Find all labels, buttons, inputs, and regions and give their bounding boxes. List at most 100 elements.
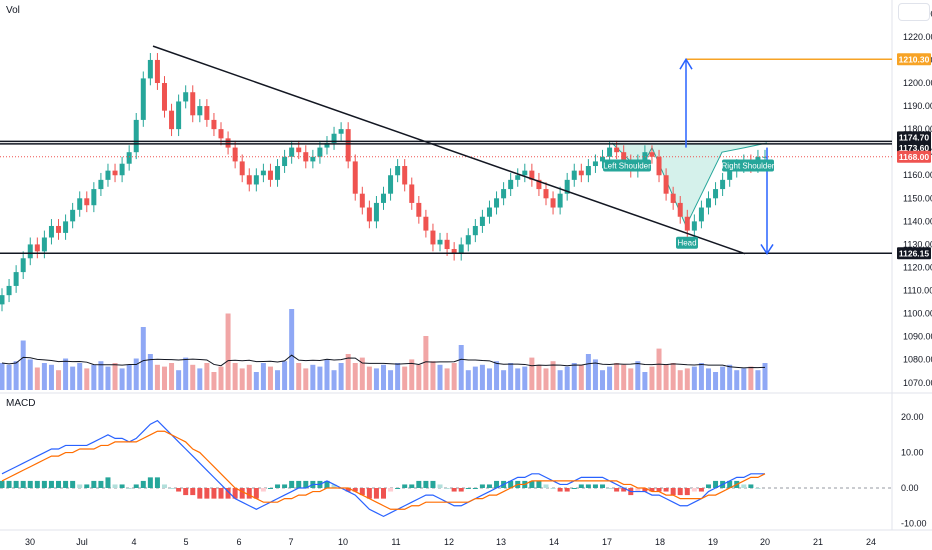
- volume-bar: [677, 370, 683, 390]
- candle-body: [91, 189, 97, 206]
- macd-histogram-bar: [578, 484, 584, 488]
- volume-bar: [508, 363, 514, 390]
- macd-histogram-bar: [267, 488, 273, 489]
- candle-body: [48, 225, 54, 238]
- candle-body: [20, 258, 26, 273]
- candle-body: [105, 170, 111, 180]
- volume-bar: [430, 361, 436, 390]
- volume-bar: [600, 370, 606, 390]
- price-tick-label: 1200.00: [903, 78, 932, 88]
- target-up-arrowhead: [679, 57, 693, 70]
- candle-body: [698, 207, 704, 222]
- price-tag-label: 1173.60: [899, 143, 930, 153]
- candle-body: [607, 147, 613, 157]
- candle-body: [691, 221, 697, 231]
- time-tick-label: 7: [288, 537, 293, 547]
- volume-bar: [183, 357, 189, 390]
- volume-bar: [642, 372, 648, 390]
- macd-histogram-bar: [70, 480, 76, 488]
- price-tick-label: 1090.00: [903, 332, 932, 342]
- macd-histogram-bar: [458, 488, 464, 492]
- volume-bar: [515, 368, 521, 390]
- candle-body: [126, 152, 132, 164]
- volume-bar: [77, 363, 83, 390]
- macd-histogram-bar: [395, 488, 401, 489]
- candle-body: [550, 198, 556, 208]
- candle-body: [366, 207, 372, 222]
- volume-bar: [423, 336, 429, 390]
- macd-histogram-bar: [119, 484, 125, 488]
- macd-histogram-bar: [444, 488, 450, 489]
- volume-bar: [607, 366, 613, 390]
- volume-bar: [275, 370, 281, 390]
- macd-histogram-bar: [550, 488, 556, 489]
- volume-bar: [169, 363, 175, 390]
- drawing-layer[interactable]: Left Shoulder Head Right Shoulder: [0, 45, 892, 256]
- macd-histogram-bar: [98, 480, 104, 488]
- macd-histogram-bar: [705, 484, 711, 488]
- volume-bar: [373, 368, 379, 390]
- macd-histogram-bar: [345, 488, 351, 492]
- macd-histogram-bar: [508, 480, 514, 488]
- pattern-annotation-label: Head: [677, 239, 696, 248]
- volume-bar: [698, 363, 704, 390]
- candle-body: [600, 156, 606, 162]
- axis-layer: 30 Jul 4 5 6 7 10 11 12 13 14 17 18 19 20 21 24 1070.00 10…: [25, 9, 932, 547]
- candle-body: [437, 239, 443, 245]
- macd-histogram-bar: [409, 484, 415, 488]
- volume-bar: [402, 366, 408, 390]
- candle-body: [324, 142, 330, 148]
- volume-bar: [70, 366, 76, 390]
- candle-body: [458, 244, 464, 254]
- volume-bar: [154, 364, 160, 390]
- candle-body: [218, 129, 224, 139]
- macd-histogram-bar: [529, 480, 535, 488]
- candle-body: [204, 106, 210, 120]
- pattern-annotation-box: [722, 159, 774, 172]
- volume-bar: [501, 370, 507, 390]
- candle-body: [317, 147, 323, 157]
- macd-histogram-bar: [600, 484, 606, 488]
- macd-histogram-bar: [13, 480, 19, 488]
- candle-body: [133, 119, 139, 153]
- settings-box[interactable]: [898, 3, 930, 21]
- volume-bar: [63, 358, 69, 390]
- volume-bar: [232, 363, 238, 390]
- macd-histogram-bar: [585, 484, 591, 488]
- volume-pane-label: Vol: [6, 5, 20, 16]
- candle-body: [303, 152, 309, 162]
- price-tick-label: 1120.00: [903, 262, 932, 272]
- macd-histogram-bar: [112, 484, 118, 488]
- candle-body: [211, 119, 217, 130]
- candle-body: [359, 193, 365, 208]
- candle-body: [169, 110, 175, 130]
- volume-bar: [296, 363, 302, 390]
- time-tick-label: 12: [444, 537, 454, 547]
- volume-bar: [303, 368, 309, 390]
- macd-histogram-bar: [670, 488, 676, 496]
- volume-bar: [444, 368, 450, 390]
- candle-body: [649, 152, 655, 157]
- price-tag-label: 1126.15: [899, 248, 930, 258]
- macd-histogram-bar: [486, 484, 492, 488]
- macd-histogram-bar: [140, 480, 146, 488]
- candle-body: [70, 209, 76, 222]
- candle-body: [246, 175, 252, 185]
- candle-body: [614, 147, 620, 153]
- volume-bar: [211, 372, 217, 390]
- macd-histogram-bar: [727, 480, 733, 488]
- candle-body: [267, 170, 273, 180]
- time-tick-label: 13: [496, 537, 506, 547]
- price-tag: [897, 150, 931, 163]
- candle-body: [225, 138, 231, 148]
- candle-body: [705, 198, 711, 208]
- volume-bar: [557, 370, 563, 390]
- candle-body: [27, 244, 33, 259]
- macd-histogram-bar: [126, 488, 132, 489]
- candle-body: [670, 193, 676, 203]
- macd-histogram-bar: [479, 484, 485, 488]
- candle-body: [289, 147, 295, 157]
- volume-bar: [755, 370, 761, 390]
- macd-histogram-bar: [755, 488, 761, 489]
